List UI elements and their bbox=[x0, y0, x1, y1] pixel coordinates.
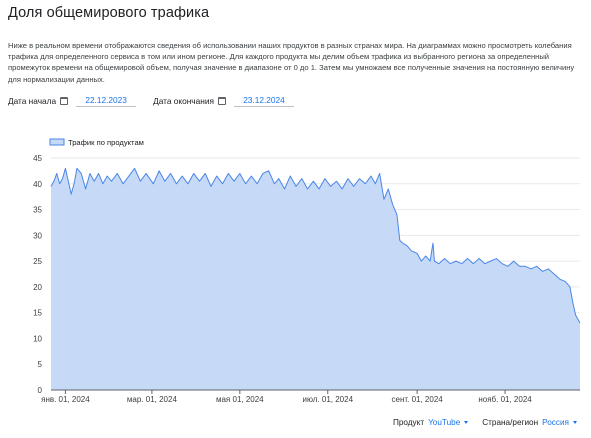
start-date-input[interactable] bbox=[76, 95, 137, 107]
y-tick-label: 0 bbox=[38, 386, 43, 395]
calendar-icon[interactable] bbox=[217, 97, 226, 105]
x-tick-label: мар. 01, 2024 bbox=[127, 395, 178, 404]
y-tick-label: 35 bbox=[33, 206, 42, 215]
y-tick-label: 25 bbox=[33, 257, 42, 266]
legend-swatch bbox=[49, 138, 65, 146]
end-date-input[interactable] bbox=[233, 95, 294, 107]
date-range-bar: Дата начала Дата окончания bbox=[8, 94, 294, 108]
x-tick-label: нояб. 01, 2024 bbox=[478, 395, 532, 404]
y-tick-label: 30 bbox=[33, 231, 42, 240]
page-description: Ниже в реальном времени отображаются све… bbox=[8, 41, 575, 84]
y-tick-label: 15 bbox=[33, 309, 42, 318]
y-tick-label: 40 bbox=[33, 180, 42, 189]
y-tick-label: 5 bbox=[38, 360, 43, 369]
x-tick-label: сент. 01, 2024 bbox=[392, 395, 444, 404]
y-tick-label: 10 bbox=[33, 334, 42, 343]
caret-down-icon[interactable] bbox=[573, 421, 577, 424]
calendar-icon[interactable] bbox=[60, 97, 69, 105]
end-date-label: Дата окончания bbox=[153, 96, 214, 106]
x-tick-label: мая 01, 2024 bbox=[216, 395, 264, 404]
page-title: Доля общемирового трафика bbox=[8, 5, 210, 21]
x-tick-label: янв. 01, 2024 bbox=[41, 395, 90, 404]
series-line bbox=[50, 167, 581, 324]
product-select[interactable]: YouTube bbox=[428, 418, 461, 427]
region-label: Страна/регион bbox=[482, 418, 539, 427]
series-area bbox=[51, 168, 580, 390]
filter-bar: Продукт YouTube Страна/регион Россия bbox=[393, 418, 577, 427]
caret-down-icon[interactable] bbox=[464, 421, 469, 424]
y-tick-label: 45 bbox=[33, 154, 42, 163]
product-label: Продукт bbox=[392, 418, 425, 427]
region-select[interactable]: Россия bbox=[542, 418, 569, 427]
traffic-area-chart: 0 5 10 15 20 25 30 35 40 45 янв. 01, 2024 мар. 01, … bbox=[33, 138, 581, 404]
legend-label: Трафик по продуктам bbox=[68, 138, 144, 147]
x-tick-label: июл. 01, 2024 bbox=[302, 395, 353, 404]
start-date-label: Дата начала bbox=[8, 96, 57, 106]
y-tick-label: 20 bbox=[33, 283, 42, 292]
